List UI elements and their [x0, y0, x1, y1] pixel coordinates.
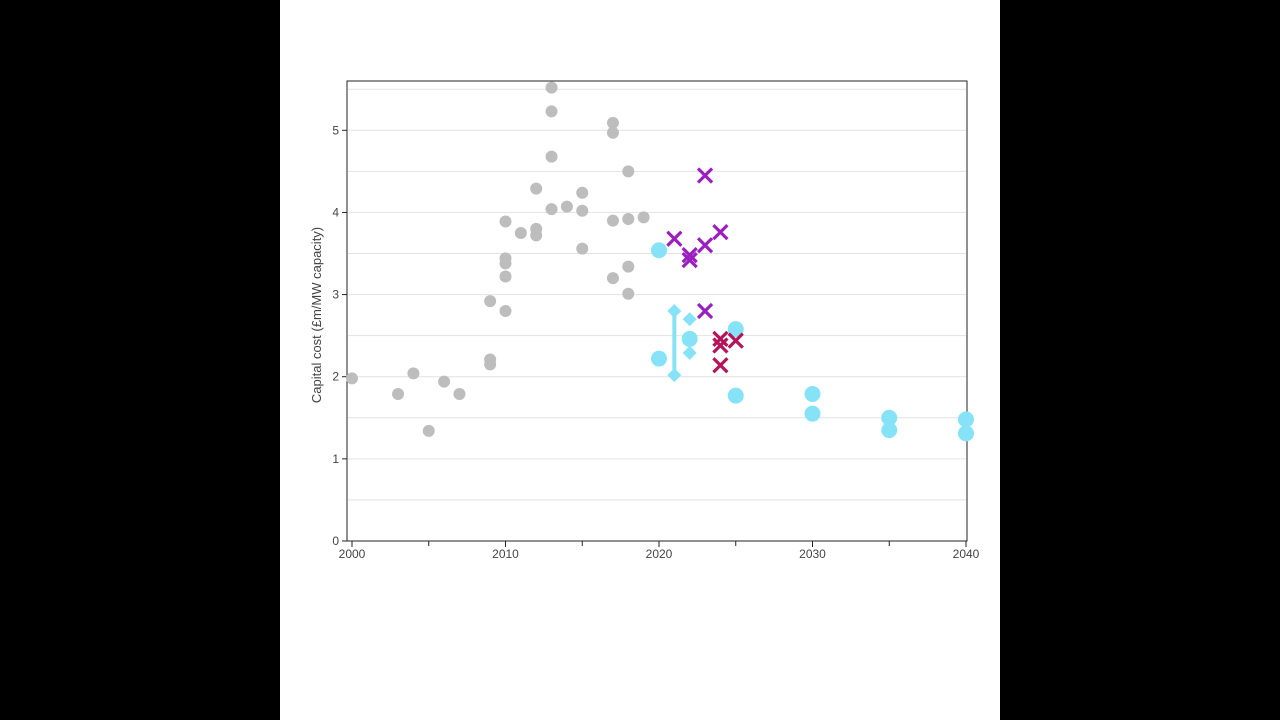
- y-tick-label: 5: [332, 123, 339, 137]
- y-tick-label: 1: [332, 452, 339, 466]
- data-point-cross: [696, 302, 714, 320]
- data-point: [804, 405, 821, 422]
- data-point-cross: [712, 330, 729, 348]
- data-point: [407, 367, 420, 380]
- scatter-chart: 0 1 2 3 4 5 2000 2010 2020 2030 2040 Capital cost …: [309, 80, 980, 561]
- data-point: [484, 295, 497, 308]
- y-axis-title: Capital cost (£m/MW capacity): [309, 227, 324, 403]
- data-point: [530, 229, 543, 242]
- data-point: [484, 358, 497, 371]
- axis-ticks: 0 1 2 3 4 5 2000 2010 2020 2030 2040: [332, 123, 979, 561]
- data-point: [681, 330, 698, 347]
- data-point-diamond: [682, 312, 697, 327]
- data-point: [530, 182, 543, 195]
- data-point: [499, 270, 512, 283]
- data-point: [651, 350, 667, 367]
- data-point: [514, 226, 527, 239]
- x-tick-label: 2000: [339, 547, 366, 561]
- data-point: [576, 204, 589, 217]
- data-point: [622, 165, 635, 178]
- data-point: [727, 321, 744, 338]
- data-point: [622, 287, 635, 300]
- data-point: [958, 411, 974, 428]
- data-point: [499, 305, 512, 317]
- data-point-cross: [666, 230, 683, 247]
- data-point-cross: [712, 224, 729, 241]
- data-point: [453, 387, 466, 400]
- data-point: [881, 409, 898, 426]
- x-tick-label: 2020: [646, 547, 673, 561]
- data-point-cross: [681, 247, 698, 264]
- data-point-cross: [712, 337, 729, 354]
- y-tick-label: 4: [332, 205, 339, 219]
- data-point: [606, 214, 619, 227]
- x-tick-label: 2030: [799, 547, 826, 561]
- data-point: [606, 126, 619, 139]
- data-point: [499, 257, 512, 270]
- data-point: [545, 203, 558, 216]
- data-point-diamond: [667, 368, 682, 383]
- data-point: [499, 215, 512, 228]
- data-point: [545, 105, 558, 118]
- data-point: [958, 425, 974, 442]
- data-point: [545, 150, 558, 163]
- data-point: [606, 116, 619, 129]
- data-point: [545, 81, 558, 94]
- data-point-cross: [696, 167, 714, 184]
- data-point: [392, 387, 405, 400]
- data-point-diamond: [667, 304, 682, 318]
- data-point: [651, 242, 667, 259]
- data-point-cross: [727, 332, 744, 349]
- data-point: [804, 385, 821, 402]
- data-point: [606, 272, 619, 285]
- data-point: [881, 422, 898, 439]
- data-point: [576, 186, 589, 199]
- data-point: [727, 387, 744, 404]
- data-point-cross: [696, 237, 714, 254]
- plot-frame: [346, 80, 968, 542]
- y-tick-label: 2: [332, 370, 339, 384]
- data-marks: [346, 81, 974, 442]
- y-tick-label: 0: [332, 534, 339, 548]
- data-point-cross: [712, 357, 729, 374]
- data-point: [576, 242, 589, 255]
- data-point: [422, 424, 435, 437]
- data-point: [622, 260, 635, 273]
- data-point: [438, 375, 451, 388]
- data-point-cross: [681, 251, 698, 269]
- data-point: [637, 211, 650, 224]
- x-tick-label: 2010: [492, 547, 519, 561]
- y-tick-label: 3: [332, 288, 339, 302]
- data-point: [622, 213, 635, 225]
- data-point-diamond: [682, 345, 697, 360]
- x-tick-label: 2040: [953, 547, 980, 561]
- chart-panel: 0 1 2 3 4 5 2000 2010 2020 2030 2040 Capital cost …: [280, 0, 1000, 720]
- gridlines: [348, 88, 966, 501]
- data-point: [346, 372, 358, 385]
- data-point: [560, 200, 573, 213]
